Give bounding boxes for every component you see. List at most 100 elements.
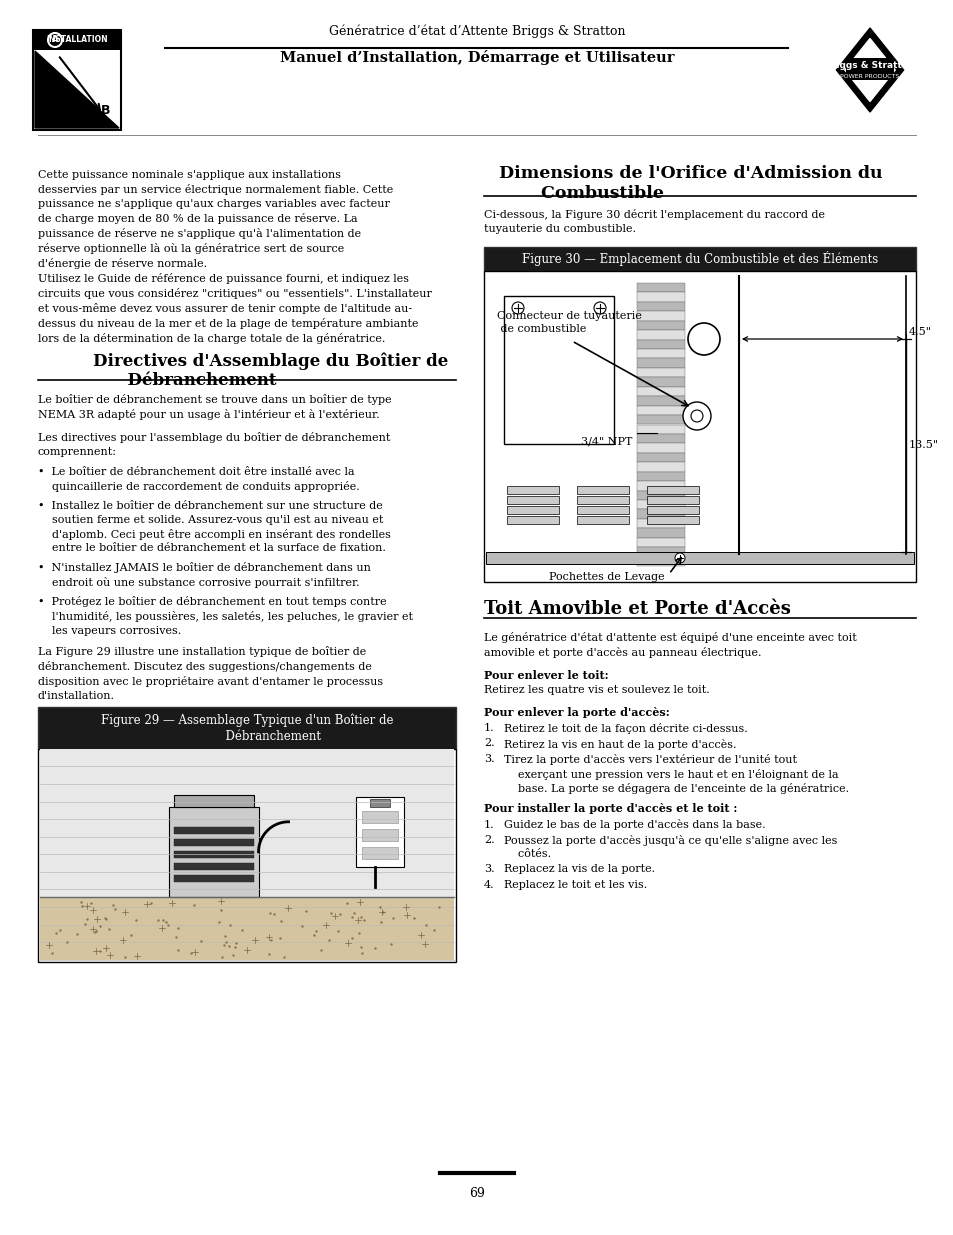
Bar [506,516,558,524]
Circle shape [687,324,720,354]
Text: Poussez la porte d'accès jusqu'à ce qu'elle s'aligne avec les
    côtés.: Poussez la porte d'accès jusqu'à ce qu'e… [503,835,837,860]
Text: Figure 30 — Emplacement du Combustible et des Éléments: Figure 30 — Emplacement du Combustible e… [521,252,877,267]
Bar [646,496,699,504]
Bar [483,270,915,582]
Bar [361,847,397,858]
Circle shape [48,33,62,47]
Bar [637,509,684,519]
Bar [637,472,684,482]
Bar [637,350,684,358]
Bar [506,506,558,514]
Circle shape [682,403,710,430]
Bar [485,552,913,564]
Bar [637,378,684,387]
Bar [637,283,684,293]
Text: 4.5": 4.5" [908,327,931,337]
Text: 2.: 2. [483,739,494,748]
Text: Utilisez le Guide de référence de puissance fourni, et indiquez les
circuits que: Utilisez le Guide de référence de puissa… [38,273,432,343]
Bar [646,506,699,514]
Circle shape [690,410,702,422]
Bar [637,405,684,415]
Bar [38,706,456,748]
Bar [637,358,684,368]
Bar [637,500,684,509]
Bar [577,487,628,494]
Bar [637,387,684,396]
Text: Génératrice d’état d’Attente Briggs & Stratton: Génératrice d’état d’Attente Briggs & St… [329,25,624,38]
Circle shape [675,553,684,563]
Bar [637,311,684,321]
Text: La Figure 29 illustre une installation typique de boîtier de
débranchement. Disc: La Figure 29 illustre une installation t… [38,646,383,700]
Text: Pour enlever la porte d'accès:: Pour enlever la porte d'accès: [483,706,669,718]
Bar [637,425,684,433]
Bar [38,748,456,962]
Text: Pochettes de Levage: Pochettes de Levage [548,572,664,582]
Text: B: B [101,104,111,116]
Bar [577,506,628,514]
Text: 69: 69 [469,1187,484,1200]
Bar [506,487,558,494]
Bar [637,547,684,557]
Bar [637,490,684,500]
Text: Figure 29 — Assemblage Typique d'un Boîtier de
              Débranchement: Figure 29 — Assemblage Typique d'un Boît… [101,713,393,742]
Text: Directives d'Assemblage du Boîtier de
      Débranchement: Directives d'Assemblage du Boîtier de Dé… [92,352,448,389]
Bar [173,863,253,869]
Text: 13.5": 13.5" [908,441,938,451]
Text: •  Installez le boîtier de débranchement sur une structure de
    soutien ferme : • Installez le boîtier de débranchement … [38,501,391,553]
Bar [646,487,699,494]
Text: INSTALLATION: INSTALLATION [46,36,108,44]
Bar [355,797,403,867]
Text: 3.: 3. [483,864,494,874]
Text: 2.: 2. [483,835,494,845]
Bar [577,516,628,524]
Text: Guidez le bas de la porte d'accès dans la base.: Guidez le bas de la porte d'accès dans l… [503,820,765,830]
Bar [637,482,684,490]
Text: Retirez le toit de la façon décrite ci-dessus.: Retirez le toit de la façon décrite ci-d… [503,722,747,734]
Text: Ci-dessous, la Figure 30 décrit l'emplacement du raccord de
tuyauterie du combus: Ci-dessous, la Figure 30 décrit l'emplac… [483,209,824,233]
Bar [33,30,121,49]
Bar [637,330,684,340]
Bar [637,433,684,443]
Bar [637,301,684,311]
Text: Tirez la porte d'accès vers l'extérieur de l'unité tout
    exerçant une pressio: Tirez la porte d'accès vers l'extérieur … [503,755,848,794]
Bar [370,799,389,806]
Text: Cette puissance nominale s'applique aux installations
desservies par un service : Cette puissance nominale s'applique aux … [38,170,393,269]
Bar [361,829,397,841]
Bar [646,516,699,524]
Text: Le boîtier de débranchement se trouve dans un boîtier de type
NEMA 3R adapté pou: Le boîtier de débranchement se trouve da… [38,394,392,420]
Bar [40,748,454,960]
Text: 3.: 3. [483,755,494,764]
Text: Retirez la vis en haut de la porte d'accès.: Retirez la vis en haut de la porte d'acc… [503,739,736,750]
Bar [173,826,253,834]
Text: A: A [51,36,58,44]
Bar [361,811,397,823]
Text: 4.: 4. [483,879,494,889]
Bar [844,58,893,80]
Bar [577,496,628,504]
Text: Retirez les quatre vis et soulevez le toit.: Retirez les quatre vis et soulevez le to… [483,685,709,695]
Bar [637,415,684,425]
Text: •  Le boîtier de débranchement doit être installé avec la
    quincaillerie de r: • Le boîtier de débranchement doit être … [38,467,359,492]
Text: Pour enlever le toit:: Pour enlever le toit: [483,671,608,680]
Text: Dimensions de l'Orifice d'Admission du
       Combustible: Dimensions de l'Orifice d'Admission du C… [498,165,882,201]
Bar [506,496,558,504]
Bar [637,340,684,350]
Bar [503,296,614,445]
Bar [637,321,684,330]
Text: Connecteur de tuyauterie
 de combustible: Connecteur de tuyauterie de combustible [497,311,641,335]
Text: 1.: 1. [483,820,494,830]
Text: Les directives pour l'assemblage du boîtier de débranchement
comprennent:: Les directives pour l'assemblage du boît… [38,432,390,457]
Polygon shape [35,51,119,128]
Bar [173,795,253,806]
Bar [637,537,684,547]
Bar [483,247,915,270]
Bar [637,293,684,301]
Text: Replacez le toit et les vis.: Replacez le toit et les vis. [503,879,646,889]
Text: 3/4" NPT: 3/4" NPT [580,436,631,446]
Text: Manuel d’Installation, Démarrage et Utilisateur: Manuel d’Installation, Démarrage et Util… [279,49,674,65]
Text: 1.: 1. [483,722,494,734]
Bar [40,897,454,960]
Bar [173,851,253,858]
Text: •  Protégez le boîtier de débranchement en tout temps contre
    l'humidité, les: • Protégez le boîtier de débranchement e… [38,597,413,636]
Polygon shape [836,28,902,112]
